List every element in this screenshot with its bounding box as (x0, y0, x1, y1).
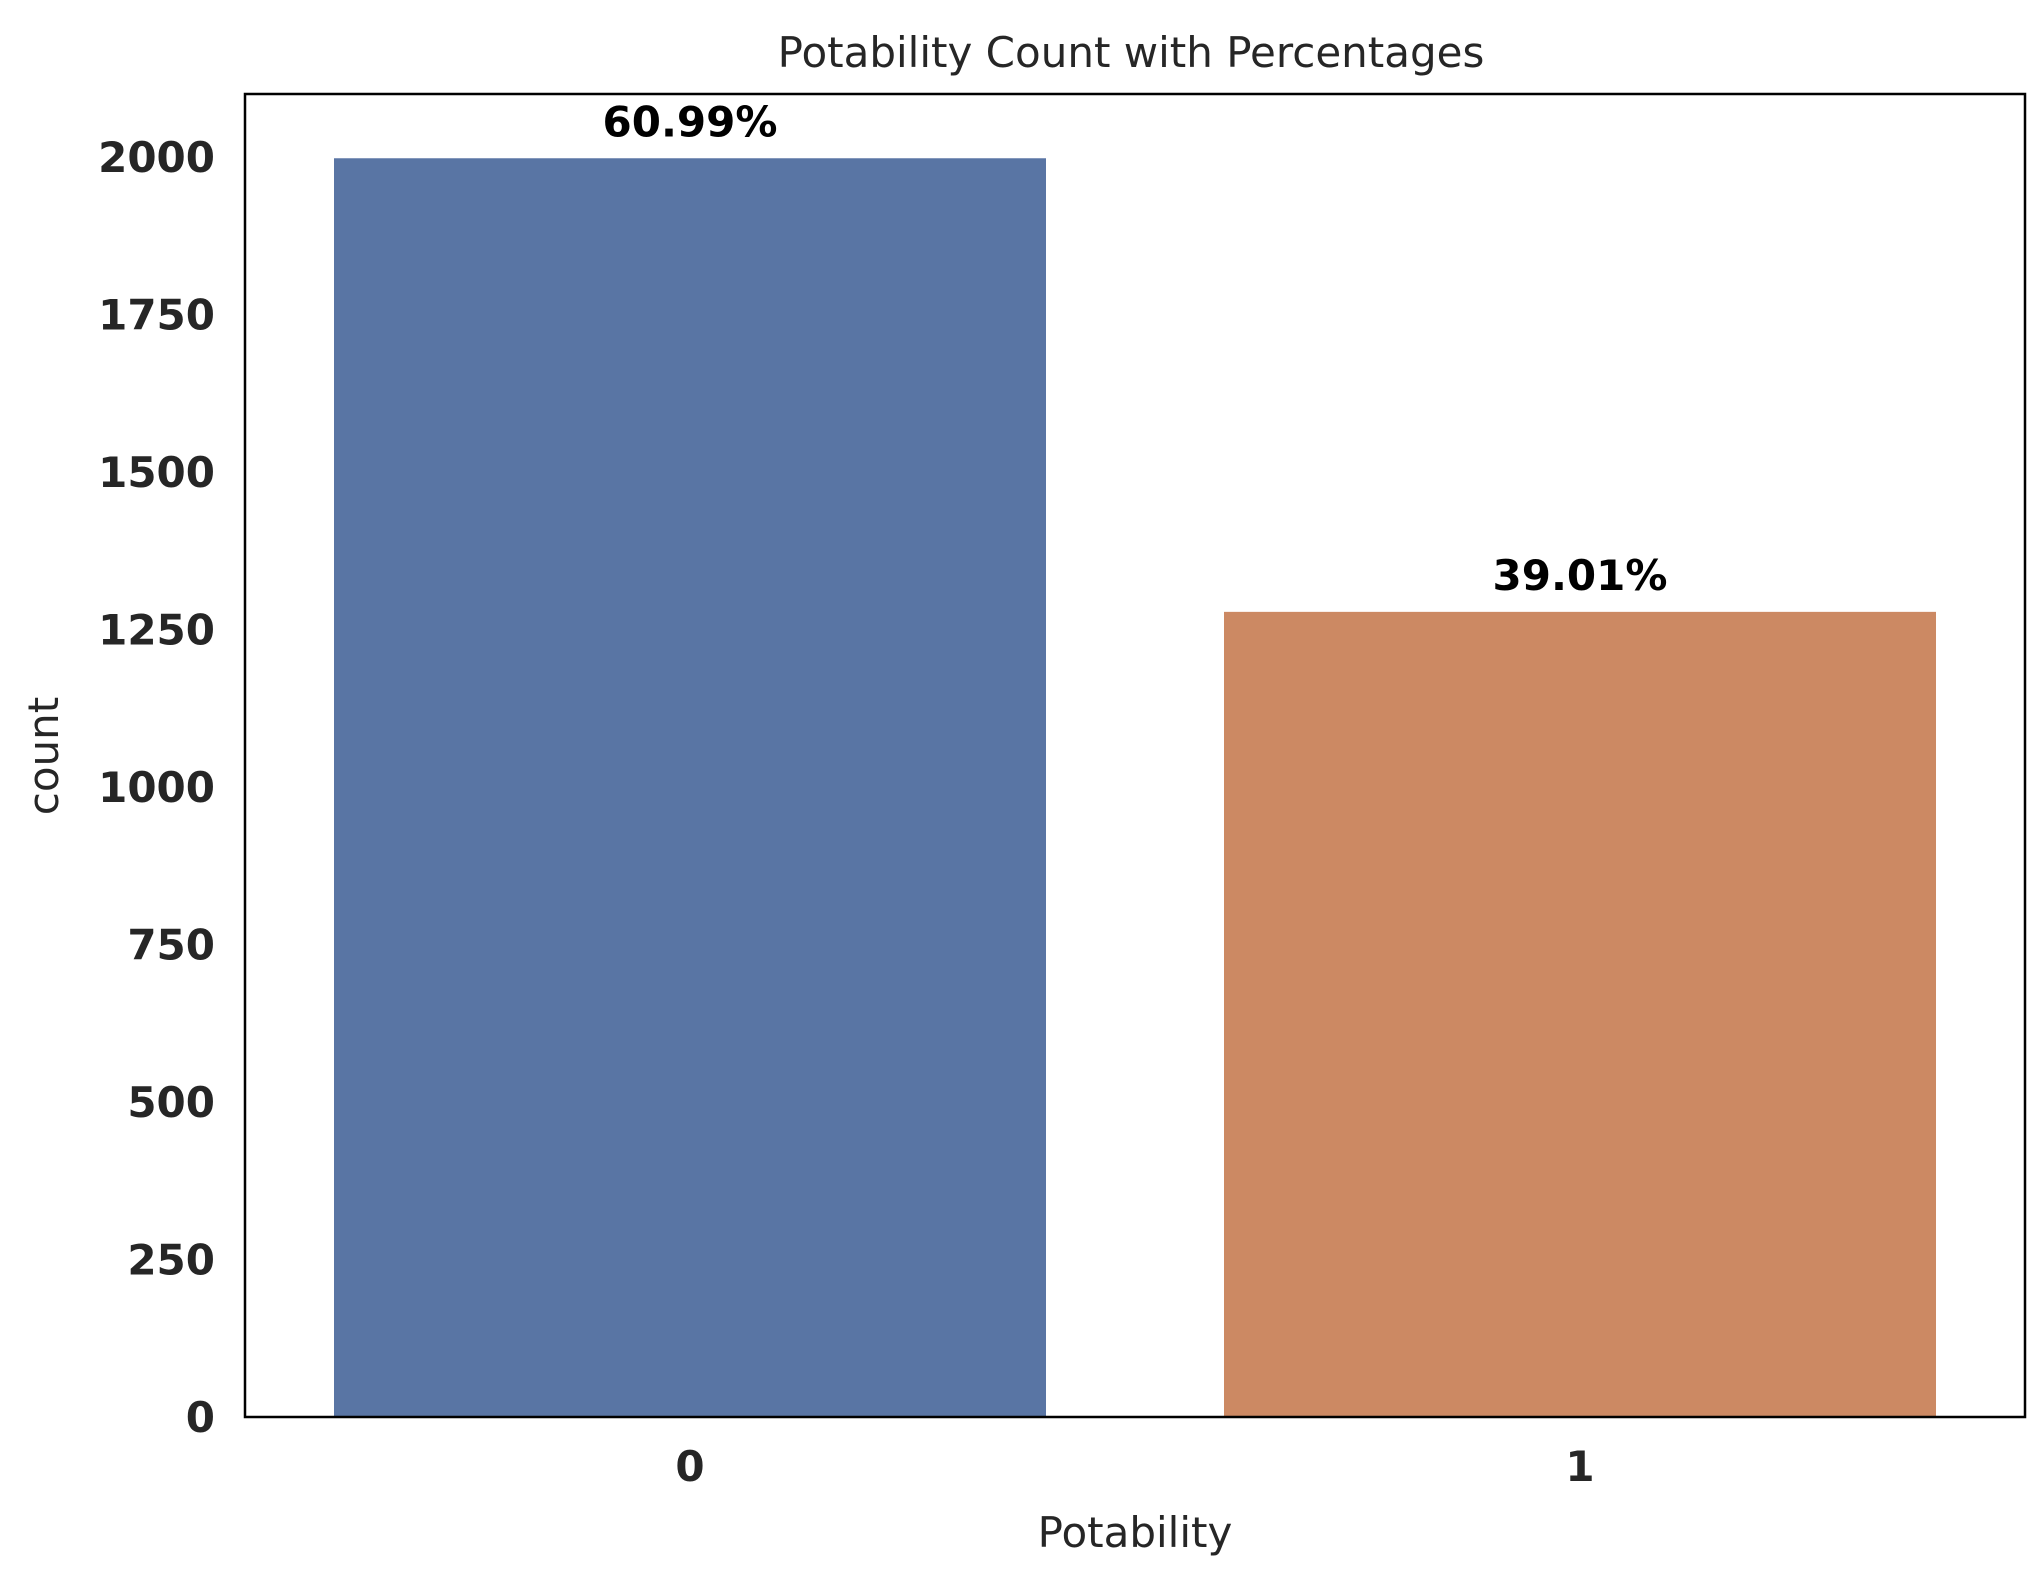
plot-area: 0 250 500 750 1000 1250 1500 1750 2000 0 60.99% 1 39… (98, 97, 1936, 1491)
y-tick-label: 750 (127, 921, 215, 970)
y-tick-label: 1500 (98, 448, 215, 497)
y-axis-label: count (19, 697, 68, 816)
bar-1 (1224, 611, 1936, 1417)
x-tick-label: 0 (675, 1442, 704, 1491)
chart-title: Potability Count with Percentages (778, 28, 1485, 77)
x-axis-label: Potability (1038, 1508, 1233, 1557)
y-tick-label: 0 (186, 1393, 215, 1442)
data-label: 39.01% (1493, 551, 1668, 600)
bar-0 (334, 158, 1046, 1417)
y-tick-label: 500 (127, 1078, 215, 1127)
data-label: 60.99% (603, 97, 778, 146)
y-tick-label: 250 (127, 1236, 215, 1285)
y-tick-label: 1000 (98, 763, 215, 812)
y-tick-label: 1750 (98, 291, 215, 340)
y-tick-label: 1250 (98, 606, 215, 655)
y-tick-label: 2000 (98, 133, 215, 182)
plot-frame (243, 92, 2027, 1419)
x-tick-label: 1 (1565, 1442, 1594, 1491)
